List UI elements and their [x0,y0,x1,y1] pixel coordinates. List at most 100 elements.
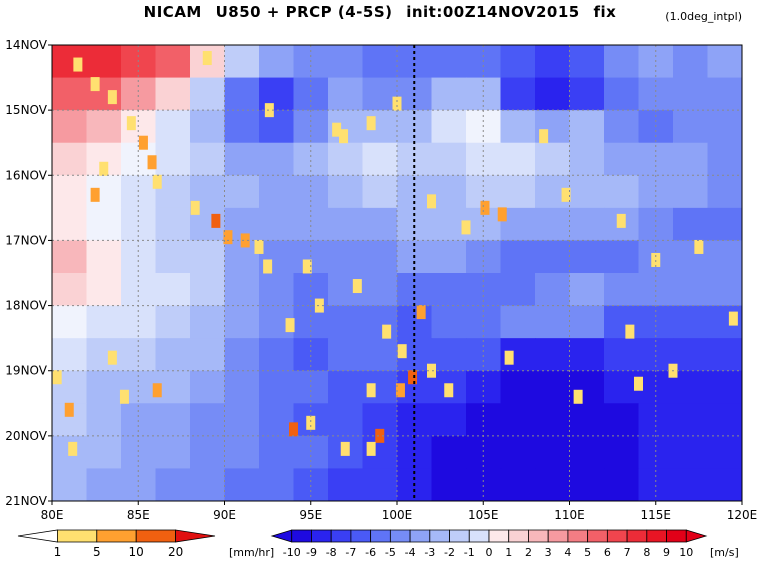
wind-cell [431,142,467,176]
wind-cell [604,175,640,209]
wind-colorbar-label: 9 [663,546,670,559]
wind-cell [431,207,467,242]
wind-cell [397,45,433,79]
x-tick-label: 105E [468,508,499,522]
precip-cell [375,428,385,443]
precip-cell [497,207,507,222]
wind-units: [m/s] [710,546,739,559]
wind-cell [673,175,709,209]
wind-cell [569,273,605,307]
wind-colorbar-segment [311,529,332,543]
wind-cell [397,110,433,144]
wind-cell [86,110,122,144]
y-tick-label: 16NOV [5,168,47,182]
title-mode: fix [593,3,617,21]
precip-cell [461,220,471,235]
wind-colorbar-label: 10 [679,546,693,559]
x-tick-label: 95E [299,508,322,522]
wind-cell [190,468,226,501]
wind-cell [362,142,398,176]
precip-cell [444,383,454,398]
precip-cell [302,259,312,274]
precip-cell [126,116,136,131]
precip-cell [73,57,83,72]
y-tick-label: 17NOV [5,233,47,247]
wind-cell [673,305,709,339]
wind-cell [500,305,536,339]
wind-cell [569,110,605,144]
wind-cell [535,403,571,437]
wind-cell [569,305,605,339]
precip-units: [mm/hr] [229,546,274,559]
wind-cell [328,77,364,111]
wind-cell [431,468,467,501]
wind-colorbar-segment [291,529,312,543]
wind-cell [52,240,88,274]
wind-colorbar-label: 8 [643,546,650,559]
wind-cell [155,207,191,242]
wind-cell [52,142,88,176]
wind-cell [397,207,433,242]
wind-cell [604,435,640,470]
wind-cell [569,468,605,501]
precip-cell [416,305,426,320]
wind-cell [328,207,364,242]
wind-cell [535,305,571,339]
y-tick-label: 15NOV [5,103,47,117]
precip-cell [223,230,233,245]
wind-cell [155,240,191,274]
wind-cell [673,273,709,307]
wind-cell [155,142,191,176]
wind-cell [707,77,742,111]
wind-cell [190,435,226,470]
precip-cell [64,402,74,417]
wind-cell [328,305,364,339]
wind-cell [224,468,260,501]
wind-cell [259,403,295,437]
wind-cell [535,207,571,242]
precip-cell [285,318,295,333]
precip-cell [573,389,583,404]
wind-cell [86,207,122,242]
wind-cell [707,338,742,372]
wind-cell [362,77,398,111]
wind-colorbar-segment [528,529,549,543]
wind-cell [673,338,709,372]
wind-cell [500,110,536,144]
precip-cell [480,200,490,215]
precip-cell [147,155,157,170]
wind-cell [535,240,571,274]
wind-cell [673,403,709,437]
wind-cell [535,435,571,470]
wind-cell [569,175,605,209]
precip-cell [138,135,148,150]
wind-cell [155,110,191,144]
wind-cell [569,77,605,111]
wind-cell [52,207,88,242]
wind-colorbar-segment [626,529,648,543]
title-fields: U850 + PRCP (4-5S) [215,3,393,21]
wind-cell [535,273,571,307]
wind-cell [155,435,191,470]
wind-cell [362,207,398,242]
wind-cell [500,403,536,437]
precip-colorbar-segment [175,529,216,543]
wind-cell [86,305,122,339]
wind-cell [500,175,536,209]
precipitation-shading [52,51,738,456]
wind-cell [569,403,605,437]
wind-cell [604,240,640,274]
precip-cell [539,129,549,144]
wind-colorbar-segment [488,529,510,543]
wind-cell [155,77,191,111]
wind-cell [362,305,398,339]
wind-cell [604,403,640,437]
precip-cell [107,350,117,365]
precip-cell [202,51,212,66]
wind-cell [397,273,433,307]
precip-cell [90,77,100,92]
wind-cell [52,77,88,111]
wind-cell [259,468,295,501]
wind-cell [431,45,467,79]
wind-cell [259,45,295,79]
